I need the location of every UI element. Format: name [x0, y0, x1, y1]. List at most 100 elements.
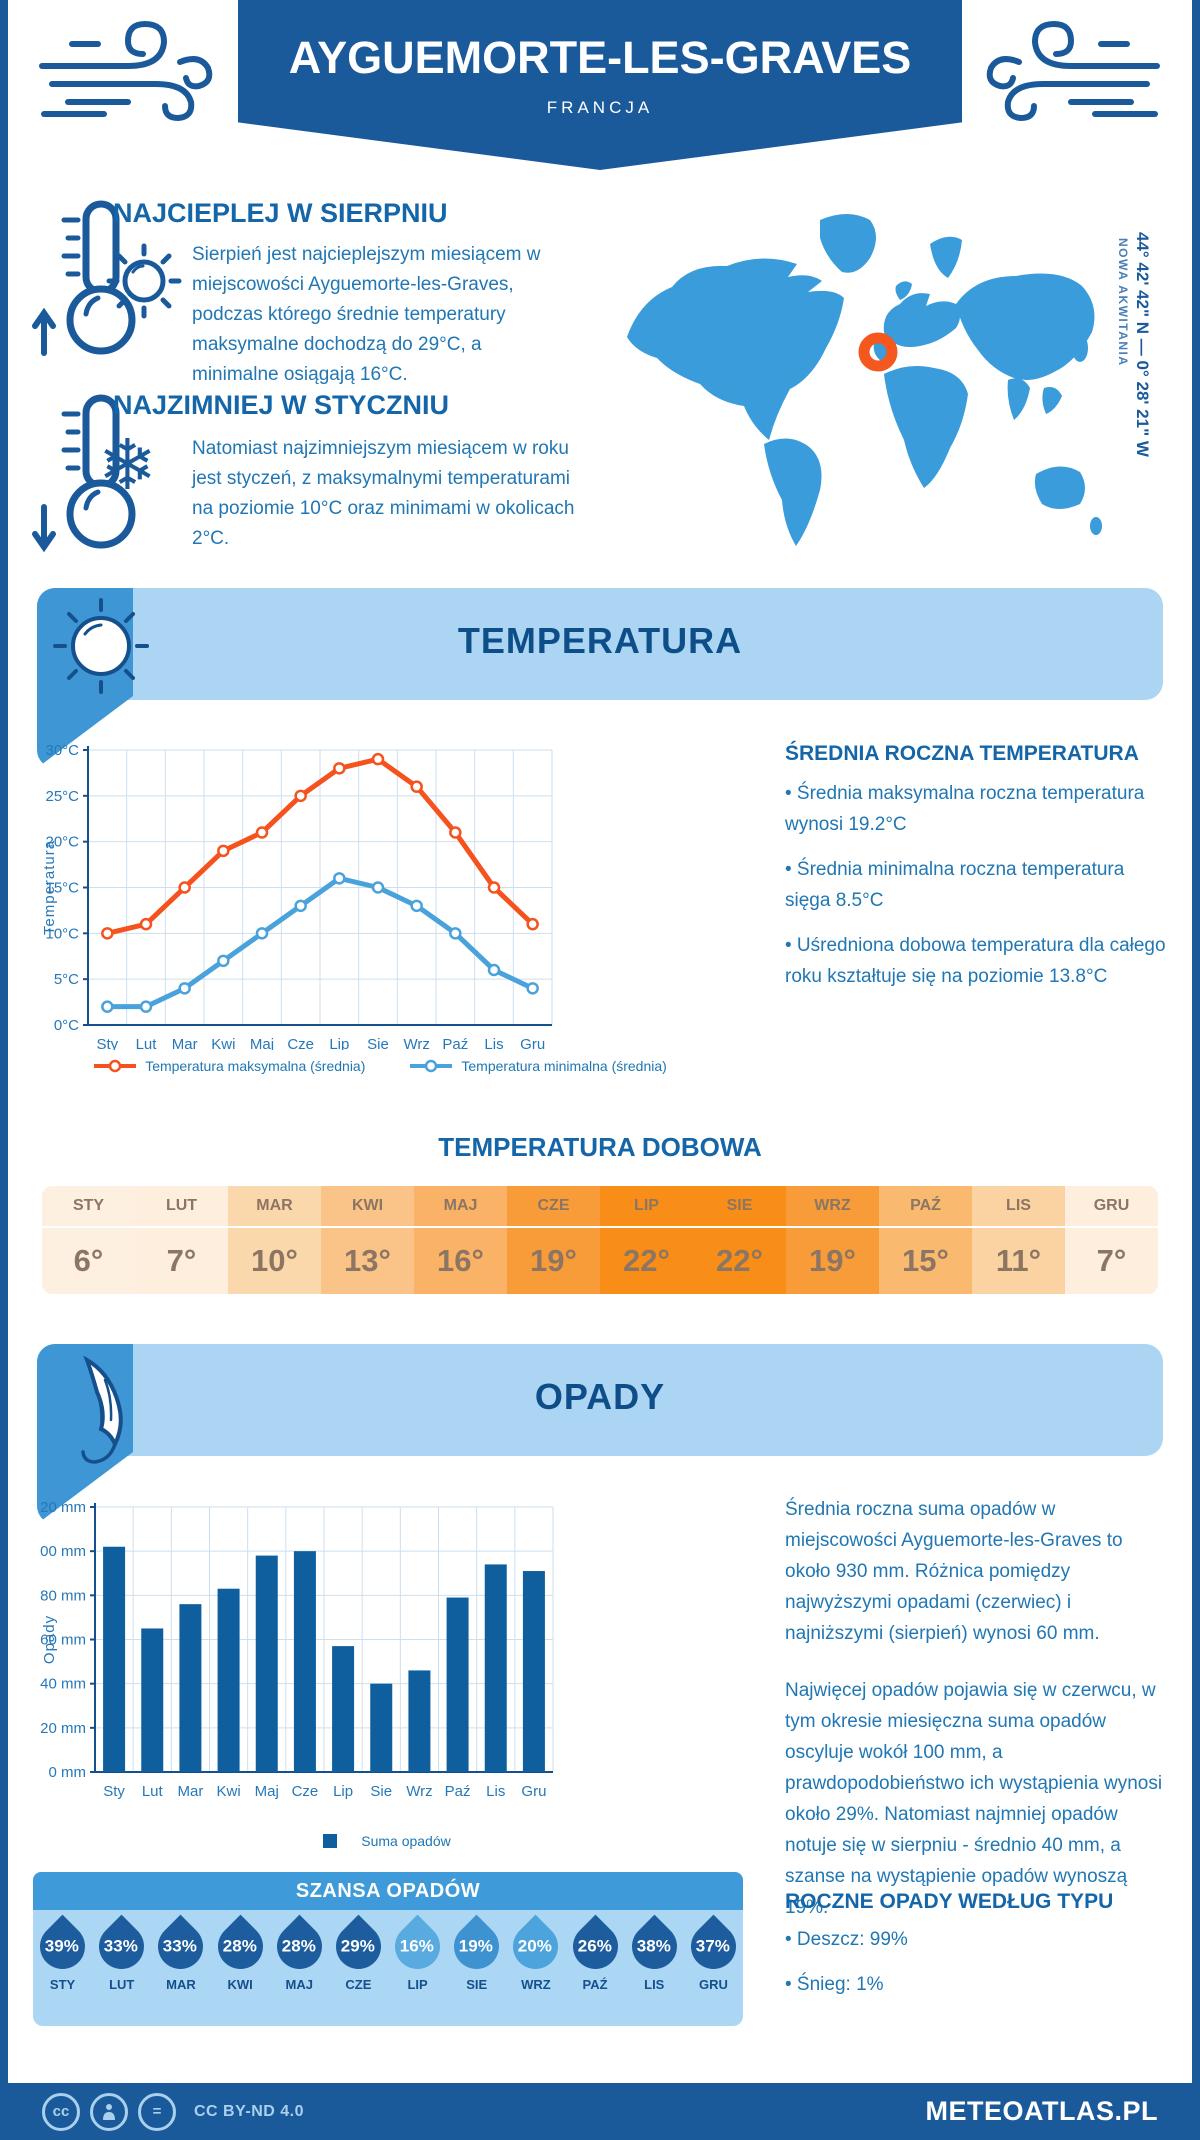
raindrop-icon: 33%: [89, 1914, 154, 1979]
snowflake-icon: ❄: [98, 424, 157, 506]
sun-icon: [106, 243, 182, 319]
bar-Cze: [293, 1551, 316, 1772]
y-tick-label: 40 mm: [40, 1676, 86, 1693]
x-tick-label: Sty: [96, 1036, 118, 1050]
daily-temp-value: 10°: [251, 1243, 298, 1278]
x-tick-label: Mar: [177, 1783, 203, 1800]
data-point: [139, 1000, 153, 1013]
data-point: [371, 752, 385, 766]
daily-temp-month: LUT: [135, 1186, 228, 1228]
precipitation-type-bullet: • Deszcz: 99%: [785, 1929, 908, 1950]
chance-value: 33%: [104, 1936, 139, 1956]
y-tick-label: 5°C: [54, 971, 79, 988]
highlight-warm-text: Sierpień jest najcieplejszym miesiącem w…: [192, 244, 541, 385]
chance-cell: 28% KWI: [208, 1910, 272, 2026]
precipitation-chance-heading: SZANSA OPADÓW: [33, 1872, 743, 1910]
y-axis-label: Temperatura: [41, 840, 58, 935]
daily-temp-month: LIS: [972, 1186, 1065, 1228]
highlight-warm-title: NAJCIEPLEJ W SIERPNIU: [113, 198, 448, 228]
x-tick-label: Cze: [287, 1036, 314, 1050]
x-tick-label: Kwi: [216, 1783, 240, 1800]
daily-temp-month: PAŹ: [879, 1186, 972, 1228]
bar-Lis: [484, 1564, 507, 1772]
world-map: [627, 214, 1102, 546]
umbrella-icon: [81, 1355, 123, 1464]
bar-Lip: [332, 1646, 355, 1772]
y-tick-label: 0 mm: [49, 1764, 87, 1781]
y-tick-label: 100 mm: [40, 1543, 86, 1560]
legend-label: Temperatura minimalna (średnia): [461, 1058, 667, 1074]
data-point: [178, 982, 191, 995]
bar-Lut: [141, 1628, 164, 1772]
data-point: [217, 954, 230, 968]
chance-cell: 39% STY: [30, 1910, 95, 2026]
precipitation-chance-droplets: 39% STY 33% LUT 33% MAR 28% KWI 28% MAJ 29% CZE 16% L…: [30, 1910, 746, 2026]
daily-temp-month: STY: [42, 1186, 135, 1228]
raindrop-icon: 29%: [326, 1914, 391, 1979]
precipitation-section-title: OPADY: [534, 1376, 666, 1417]
daily-temp-value: 13°: [344, 1243, 391, 1278]
data-point: [410, 780, 423, 793]
daily-temperature-heading: TEMPERATURA DOBOWA: [438, 1132, 762, 1162]
chance-cell: 16% LIP: [385, 1910, 450, 2026]
precipitation-type-heading: ROCZNE OPADY WEDŁUG TYPU: [785, 1890, 1114, 1913]
daily-temp-value: 19°: [809, 1243, 856, 1278]
x-tick-label: Cze: [292, 1783, 319, 1800]
precipitation-bar-chart: 0 mm 20 mm 40 mm 60 mm 80 mm 100 mm 120 mm Sty L…: [32, 1499, 554, 1800]
chance-month: KWI: [227, 1977, 253, 1992]
data-point: [449, 826, 462, 839]
data-point: [101, 1000, 114, 1013]
right-border: [1192, 0, 1200, 2140]
daily-temp-column: STY 6°: [42, 1186, 135, 1294]
chance-cell: 28% MAJ: [267, 1910, 332, 2026]
bar-Maj: [255, 1555, 278, 1772]
thermometer-down-icon: [32, 394, 136, 553]
wind-icon: [39, 20, 213, 122]
annual-temp-bullet: • Uśredniona dobowa temperatura dla całe…: [785, 935, 1166, 987]
location-marker: [858, 332, 898, 372]
x-tick-label: Gru: [521, 1783, 546, 1800]
raindrop-icon: 33%: [149, 1914, 213, 1979]
series-line: [104, 756, 536, 936]
chance-month: MAR: [166, 1977, 196, 1992]
daily-temperature-table: STY 6° LUT 7° MAR 10° KWI 13° MAJ 16° CZE 19° LIP 22°…: [42, 1186, 1158, 1294]
temperature-chart: 0°C 5°C 10°C 15°C 20°C 25°C 30°C Sty Lut Mar Kwi Ma…: [40, 735, 760, 1053]
data-point: [487, 963, 501, 977]
data-point: [333, 872, 346, 885]
daily-temp-value: 15°: [902, 1243, 949, 1278]
daily-temp-value: 16°: [437, 1243, 484, 1278]
x-tick-label: Lut: [142, 1783, 164, 1800]
x-tick-label: Lut: [136, 1036, 158, 1050]
precipitation-section-band: OPADY: [37, 1344, 1163, 1524]
daily-temp-column: PAŹ 15°: [879, 1186, 972, 1294]
daily-temp-month: SIE: [693, 1186, 786, 1228]
daily-temp-month: WRZ: [786, 1186, 879, 1228]
country-label: FRANCJA: [546, 98, 654, 117]
series-line: [104, 875, 536, 1010]
chance-cell: 29% CZE: [326, 1910, 391, 2026]
x-tick-label: Wrz: [406, 1783, 432, 1800]
data-point: [410, 899, 423, 913]
chance-value: 26%: [578, 1936, 613, 1956]
site-label: METEOATLAS.PL: [925, 2096, 1158, 2126]
precipitation-type-bullet: • Śnieg: 1%: [785, 1974, 884, 1995]
bar-Wrz: [408, 1670, 431, 1772]
data-point: [526, 917, 539, 931]
data-point: [139, 917, 153, 931]
chance-value: 39%: [45, 1936, 80, 1956]
chance-month: LIS: [644, 1977, 665, 1992]
chance-month: SIE: [466, 1977, 488, 1992]
bar-Paź: [446, 1597, 469, 1772]
chance-value: 16%: [400, 1936, 435, 1956]
precipitation-paragraphs: Średnia roczna suma opadów w miejscowośc…: [785, 1494, 1169, 1949]
y-tick-label: 120 mm: [40, 1499, 86, 1516]
x-tick-label: Paź: [442, 1036, 468, 1050]
x-tick-label: Mar: [172, 1036, 198, 1050]
daily-temp-month: GRU: [1065, 1186, 1158, 1228]
chance-value: 38%: [637, 1936, 672, 1956]
annual-temperature-bullets: • Średnia maksymalna roczna temperatura …: [785, 778, 1170, 1006]
legend-marker: [94, 1059, 137, 1073]
chance-cell: 38% LIS: [622, 1910, 687, 2026]
x-tick-label: Maj: [255, 1783, 279, 1800]
chance-cell: 19% SIE: [444, 1910, 509, 2026]
